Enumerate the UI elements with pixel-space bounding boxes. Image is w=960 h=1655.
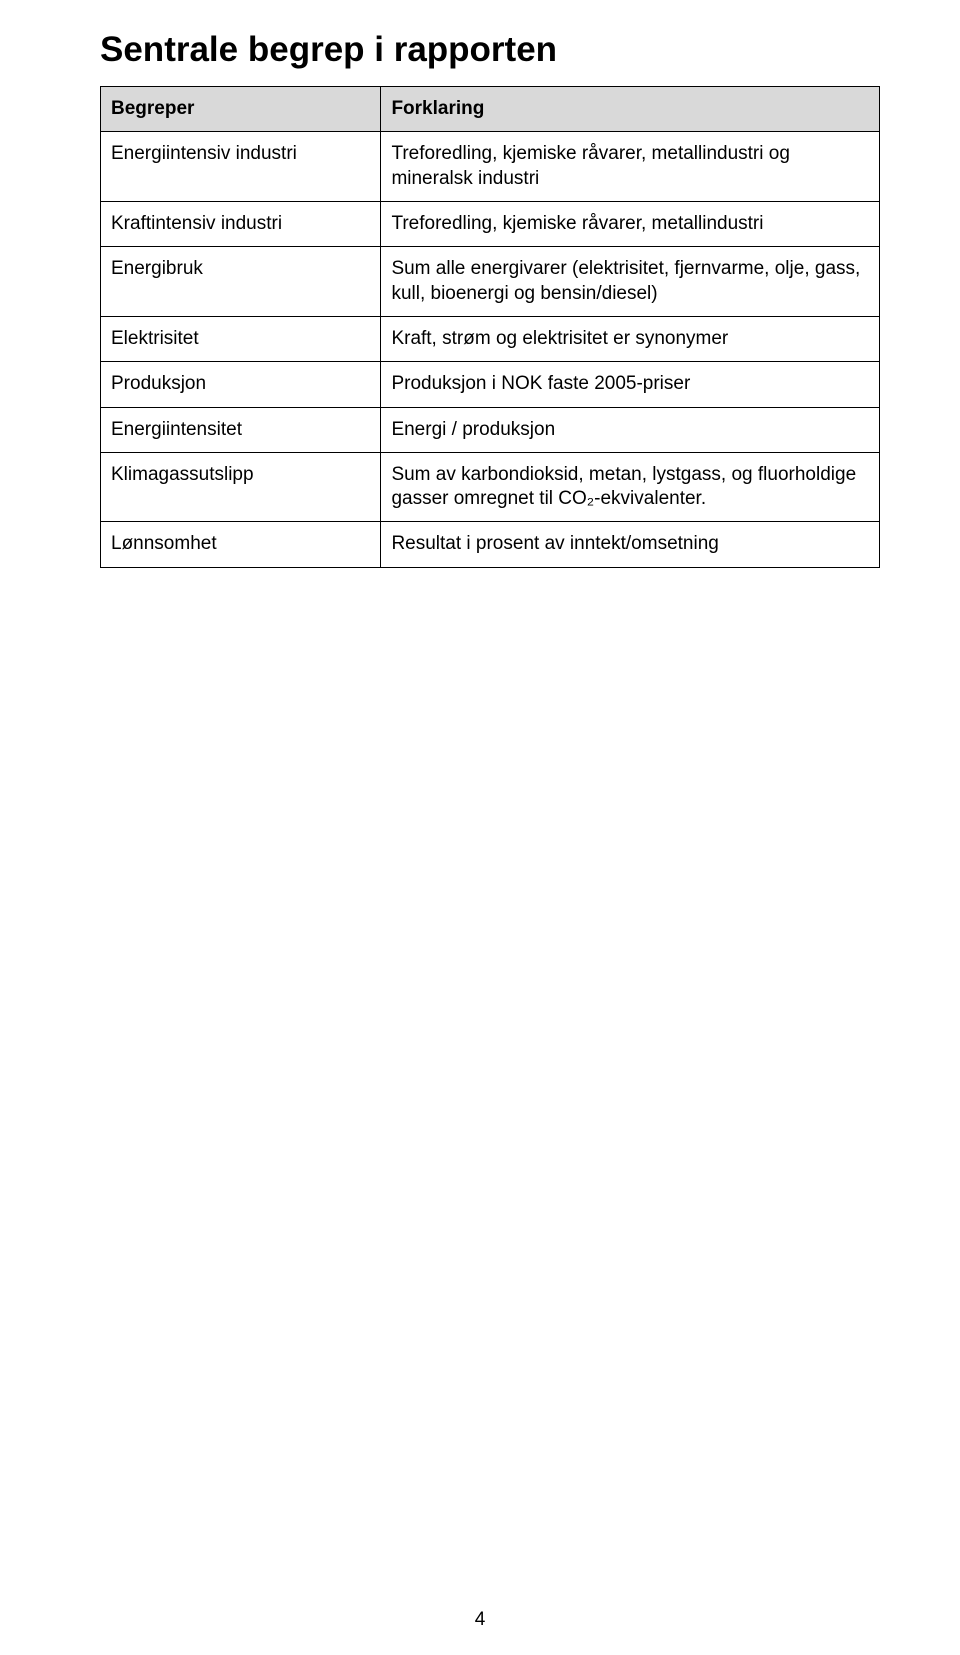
term-cell: Energiintensiv industri bbox=[101, 132, 381, 202]
term-cell: Klimagassutslipp bbox=[101, 452, 381, 522]
page: Sentrale begrep i rapporten Begreper For… bbox=[0, 0, 960, 1655]
term-cell: Energiintensitet bbox=[101, 407, 381, 452]
table-header-row: Begreper Forklaring bbox=[101, 87, 880, 132]
definition-cell: Sum av karbondioksid, metan, lystgass, o… bbox=[381, 452, 880, 522]
definitions-table: Begreper Forklaring Energiintensiv indus… bbox=[100, 86, 880, 568]
definition-cell: Produksjon i NOK faste 2005-priser bbox=[381, 362, 880, 407]
page-title: Sentrale begrep i rapporten bbox=[100, 30, 880, 70]
table-row: Elektrisitet Kraft, strøm og elektrisite… bbox=[101, 316, 880, 361]
table-row: Produksjon Produksjon i NOK faste 2005-p… bbox=[101, 362, 880, 407]
definition-cell: Kraft, strøm og elektrisitet er synonyme… bbox=[381, 316, 880, 361]
term-cell: Lønnsomhet bbox=[101, 522, 381, 567]
table-row: Kraftintensiv industri Treforedling, kje… bbox=[101, 201, 880, 246]
table-row: Klimagassutslipp Sum av karbondioksid, m… bbox=[101, 452, 880, 522]
header-forklaring: Forklaring bbox=[381, 87, 880, 132]
table-row: Lønnsomhet Resultat i prosent av inntekt… bbox=[101, 522, 880, 567]
definition-cell: Treforedling, kjemiske råvarer, metallin… bbox=[381, 201, 880, 246]
term-cell: Energibruk bbox=[101, 247, 381, 317]
page-number: 4 bbox=[0, 1609, 960, 1631]
definition-cell: Treforedling, kjemiske råvarer, metallin… bbox=[381, 132, 880, 202]
definition-cell: Sum alle energivarer (elektrisitet, fjer… bbox=[381, 247, 880, 317]
term-cell: Produksjon bbox=[101, 362, 381, 407]
definition-cell: Resultat i prosent av inntekt/omsetning bbox=[381, 522, 880, 567]
term-cell: Kraftintensiv industri bbox=[101, 201, 381, 246]
table-row: Energibruk Sum alle energivarer (elektri… bbox=[101, 247, 880, 317]
table-row: Energiintensitet Energi / produksjon bbox=[101, 407, 880, 452]
term-cell: Elektrisitet bbox=[101, 316, 381, 361]
table-row: Energiintensiv industri Treforedling, kj… bbox=[101, 132, 880, 202]
definition-cell: Energi / produksjon bbox=[381, 407, 880, 452]
header-begreper: Begreper bbox=[101, 87, 381, 132]
